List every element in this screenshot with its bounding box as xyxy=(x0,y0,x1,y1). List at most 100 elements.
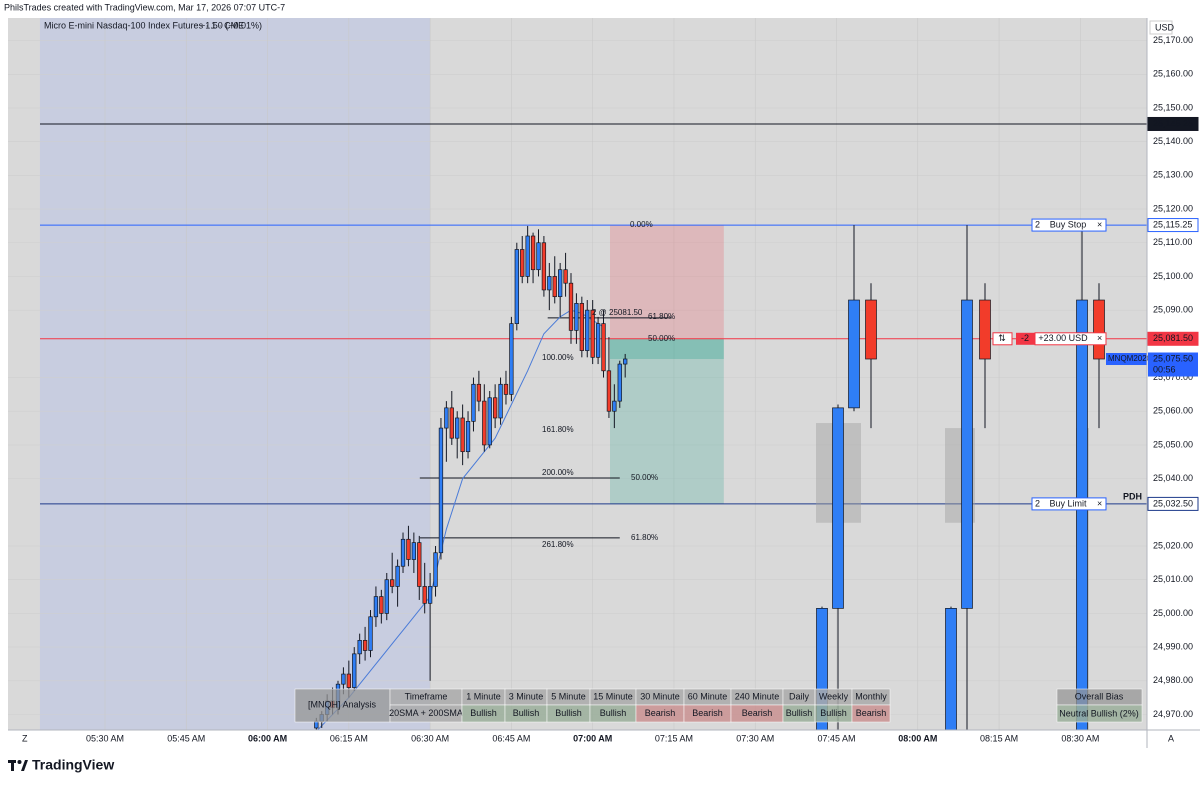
candle-body xyxy=(411,542,417,560)
position-icon: ⇅ xyxy=(998,333,1006,343)
candle-body xyxy=(525,235,530,277)
symbol-tag-label: MNQM2026 xyxy=(1108,354,1152,363)
order-close[interactable]: × xyxy=(1097,219,1102,229)
candle-body xyxy=(417,542,422,587)
candle-body xyxy=(487,397,492,446)
candle-body xyxy=(520,249,525,277)
candle-body xyxy=(595,323,601,358)
candle-body xyxy=(961,299,973,609)
x-tick-label: 07:30 AM xyxy=(736,733,774,743)
candle-body xyxy=(471,383,476,422)
logo-mark xyxy=(21,760,28,771)
candle-body xyxy=(476,383,482,402)
position-close[interactable]: × xyxy=(1097,333,1102,343)
table-text: Bullish xyxy=(555,708,582,718)
brand: TradingView xyxy=(32,757,114,773)
candle-body xyxy=(427,586,433,604)
candle-body xyxy=(384,579,389,614)
candle-body xyxy=(848,299,860,409)
candle-body xyxy=(503,383,509,395)
candle-body xyxy=(509,323,514,395)
x-tick-label: 07:45 AM xyxy=(817,733,855,743)
table-text: Timeframe xyxy=(405,691,448,701)
table-text: Bullish xyxy=(470,708,497,718)
y-tick-label: 25,010.00 xyxy=(1153,574,1193,584)
fib-label: 200.00% xyxy=(542,468,574,477)
price-tag xyxy=(1147,331,1199,346)
candle-body xyxy=(558,269,563,298)
y-tick-label: 24,970.00 xyxy=(1153,709,1193,719)
corner-label: Z xyxy=(22,733,28,743)
fib-label: 2 @ 25081.50 xyxy=(592,308,643,317)
fib-label: 161.80% xyxy=(542,425,574,434)
x-tick-label: 08:30 AM xyxy=(1061,733,1099,743)
candle-body xyxy=(390,579,395,587)
candle-body xyxy=(541,242,547,291)
y-tick-label: 25,000.00 xyxy=(1153,608,1193,618)
candle-body xyxy=(492,397,498,419)
y-tick-label: 25,150.00 xyxy=(1153,102,1193,112)
candle-body xyxy=(865,299,877,360)
candle-body xyxy=(357,640,362,655)
candle-body xyxy=(362,640,368,651)
price-tag-label: 25,081.50 xyxy=(1153,333,1193,343)
order-tag xyxy=(1031,497,1107,511)
candle-body xyxy=(547,276,552,291)
candle-body xyxy=(574,303,579,331)
x-tick-label: 08:15 AM xyxy=(980,733,1018,743)
y-tick-label: 25,020.00 xyxy=(1153,540,1193,550)
price-tag-label: 25,145.25 xyxy=(1153,118,1193,128)
position-pnl: +23.00 USD xyxy=(1038,333,1088,343)
candle-body xyxy=(438,427,444,554)
fib-label: 50.00% xyxy=(631,473,658,482)
fib-label: 61.80% xyxy=(648,312,675,321)
table-text: Weekly xyxy=(819,691,849,701)
candle-body xyxy=(346,673,351,688)
countdown: 00:56 xyxy=(1153,364,1176,374)
candle-body xyxy=(498,383,503,419)
overlay: 25,170.00 25,160.00 25,150.00 25,140.00 25,1… xyxy=(22,20,1199,743)
candle-body xyxy=(945,608,957,730)
currency-box xyxy=(1149,20,1173,35)
table-text: 15 Minute xyxy=(593,691,633,701)
candle-body xyxy=(623,358,628,365)
x-tick-label: 08:00 AM xyxy=(898,733,937,743)
pdh-label: PDH xyxy=(1123,491,1142,501)
table-text: Bullish xyxy=(786,708,813,718)
order-qty: 2 xyxy=(1035,498,1040,508)
price-tag xyxy=(1147,218,1199,233)
order-close[interactable]: × xyxy=(1097,498,1102,508)
fib-label: 50.00% xyxy=(648,334,675,343)
x-tick-label: 06:45 AM xyxy=(492,733,530,743)
order-qty: 2 xyxy=(1035,219,1040,229)
fib-label: 100.00% xyxy=(542,353,574,362)
candle-body xyxy=(979,299,991,360)
candle-body xyxy=(585,309,590,351)
y-tick-label: 24,980.00 xyxy=(1153,675,1193,685)
fib-label: 61.80% xyxy=(631,533,658,542)
table-text: Bearish xyxy=(692,708,723,718)
candle-body xyxy=(482,400,487,446)
candle-body xyxy=(460,417,465,453)
position-pnl-box xyxy=(1034,332,1107,346)
candle-body xyxy=(617,363,622,402)
currency: USD xyxy=(1155,22,1175,32)
table-text: 1 Minute xyxy=(466,691,501,701)
symbol-title: Micro E-mini Nasdaq-100 Index Futures · … xyxy=(44,20,244,30)
candle-body xyxy=(341,673,346,685)
table-text: Bearish xyxy=(856,708,887,718)
risk-open-pnl xyxy=(610,338,724,360)
y-tick-label: 25,060.00 xyxy=(1153,406,1193,416)
x-tick-label: 06:00 AM xyxy=(248,733,287,743)
candle-body xyxy=(400,538,406,567)
y-tick-label: 25,090.00 xyxy=(1153,305,1193,315)
risk-target-zone xyxy=(610,338,724,504)
candle-body xyxy=(552,276,557,298)
x-tick-label: 06:15 AM xyxy=(330,733,368,743)
candle-body xyxy=(530,235,536,271)
table-text: 3 Minute xyxy=(509,691,544,701)
candle-body xyxy=(606,370,612,412)
y-tick-label: 24,990.00 xyxy=(1153,641,1193,651)
y-tick-label: 25,040.00 xyxy=(1153,473,1193,483)
